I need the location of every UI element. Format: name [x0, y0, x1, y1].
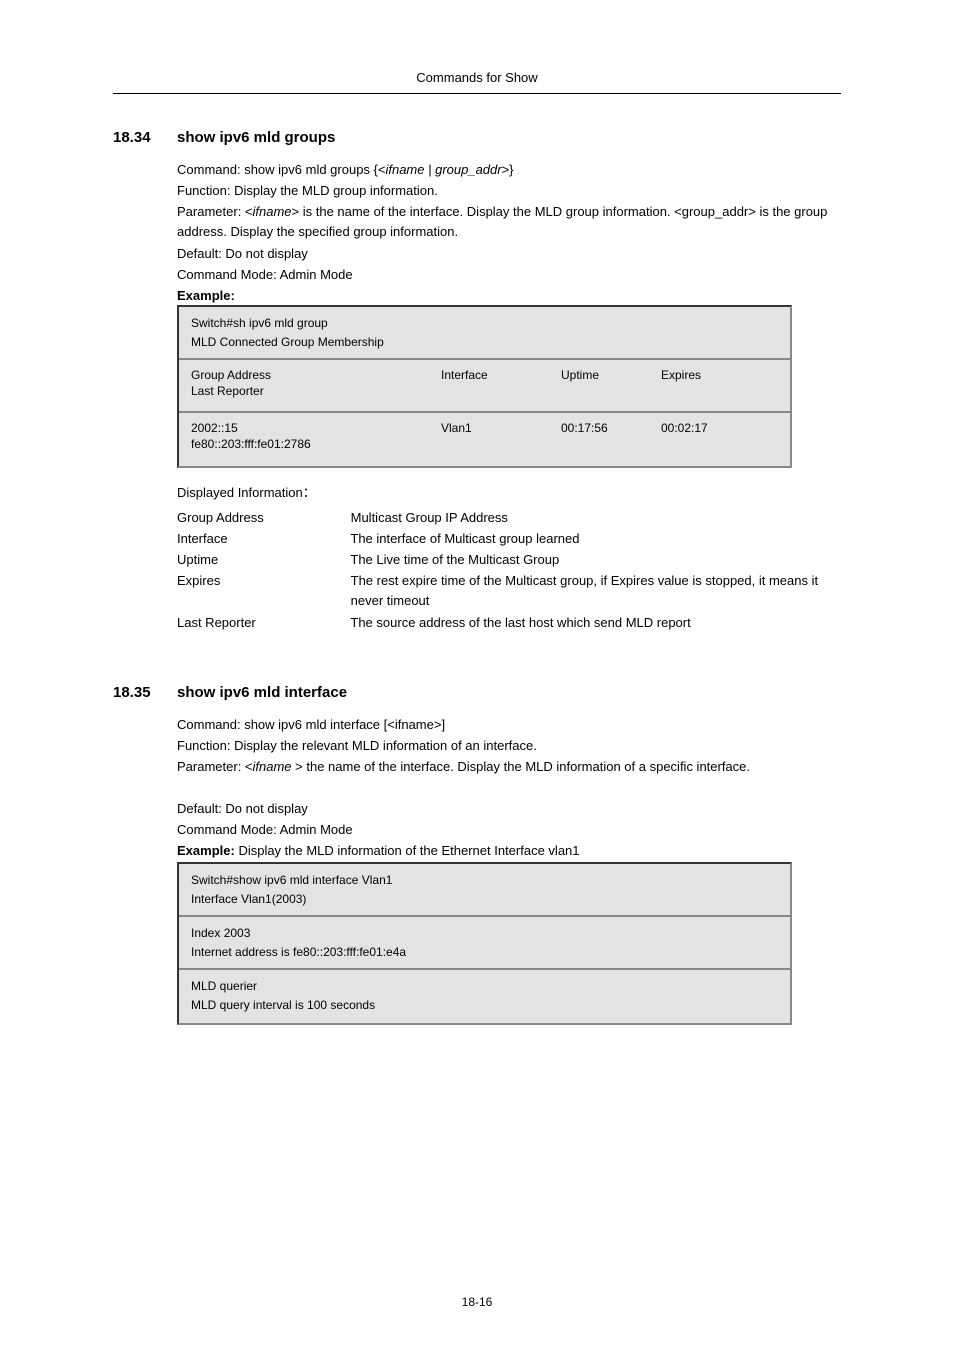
table-cell: Vlan1: [441, 421, 561, 435]
table-cell: MLD querier: [191, 978, 778, 995]
mode-2: Command Mode: Admin Mode: [177, 820, 841, 840]
table-row: Group Address Interface Uptime Expires L…: [179, 360, 790, 413]
example-table-1: Switch#sh ipv6 mld group MLD Connected G…: [177, 305, 792, 468]
parameter-2: Parameter: <ifname > the name of the int…: [177, 757, 841, 777]
function-1: Function: Display the MLD group informat…: [177, 181, 841, 201]
section-number-1: 18.34: [113, 129, 151, 146]
default-1: Default: Do not display: [177, 244, 841, 264]
example-2: Example: Display the MLD information of …: [177, 841, 841, 861]
table-row: 2002::15 Vlan1 00:17:56 00:02:17 fe80::2…: [179, 413, 790, 466]
table-row: Switch#sh ipv6 mld group MLD Connected G…: [179, 307, 790, 360]
table-cell: Uptime: [561, 368, 661, 382]
displayed-info-1: Displayed Information：: [177, 483, 841, 503]
cmd-line-2: Command: show ipv6 mld interface [<ifnam…: [177, 715, 841, 735]
cmd-line-1: Command: show ipv6 mld groups {<ifname |…: [177, 160, 841, 180]
table-cell: Interface Vlan1(2003): [191, 891, 778, 908]
field-row: Group Address Multicast Group IP Address: [177, 508, 841, 528]
cmd-args: ifname | group_addr: [385, 162, 501, 177]
field-row: Last Reporter The source address of the …: [177, 613, 841, 633]
table-cell: Switch#show ipv6 mld interface Vlan1: [191, 872, 778, 889]
cmd-label: Command: show ipv6 mld groups {<: [177, 162, 385, 177]
header-rule: [113, 93, 841, 94]
function-2: Function: Display the relevant MLD infor…: [177, 736, 841, 756]
section-title-2: show ipv6 mld interface: [177, 684, 347, 701]
parameter-1: Parameter: <ifname> is the name of the i…: [177, 202, 841, 242]
table-row: Switch#show ipv6 mld interface Vlan1 Int…: [179, 864, 790, 917]
section-title-1: show ipv6 mld groups: [177, 129, 335, 146]
table-cell: Index 2003: [191, 925, 778, 942]
example-label-1: Example:: [177, 286, 841, 306]
table-cell: Internet address is fe80::203:fff:fe01:e…: [191, 944, 778, 961]
table-cell: MLD Connected Group Membership: [191, 334, 778, 351]
table-cell: Expires: [661, 368, 778, 382]
table-cell: Last Reporter: [191, 384, 441, 398]
table-cell: Interface: [441, 368, 561, 382]
table-cell: fe80::203:fff:fe01:2786: [191, 437, 441, 451]
example-table-2: Switch#show ipv6 mld interface Vlan1 Int…: [177, 862, 792, 1025]
section-number-2: 18.35: [113, 684, 151, 701]
field-row: Interface The interface of Multicast gro…: [177, 529, 841, 549]
default-2: Default: Do not display: [177, 799, 841, 819]
field-row: Expires The rest expire time of the Mult…: [177, 571, 841, 611]
table-cell: 00:17:56: [561, 421, 661, 435]
field-row: Uptime The Live time of the Multicast Gr…: [177, 550, 841, 570]
mode-1: Command Mode: Admin Mode: [177, 265, 841, 285]
table-row: Index 2003 Internet address is fe80::203…: [179, 917, 790, 970]
cmd-tail: >}: [502, 162, 514, 177]
table-cell: 2002::15: [191, 421, 441, 435]
table-cell: Group Address: [191, 368, 441, 382]
table-cell: 00:02:17: [661, 421, 778, 435]
page-number: 18-16: [0, 1295, 954, 1309]
page-header-title: Commands for Show: [113, 70, 841, 85]
table-row: MLD querier MLD query interval is 100 se…: [179, 970, 790, 1023]
table-cell: MLD query interval is 100 seconds: [191, 997, 778, 1014]
table-cell: Switch#sh ipv6 mld group: [191, 315, 778, 332]
